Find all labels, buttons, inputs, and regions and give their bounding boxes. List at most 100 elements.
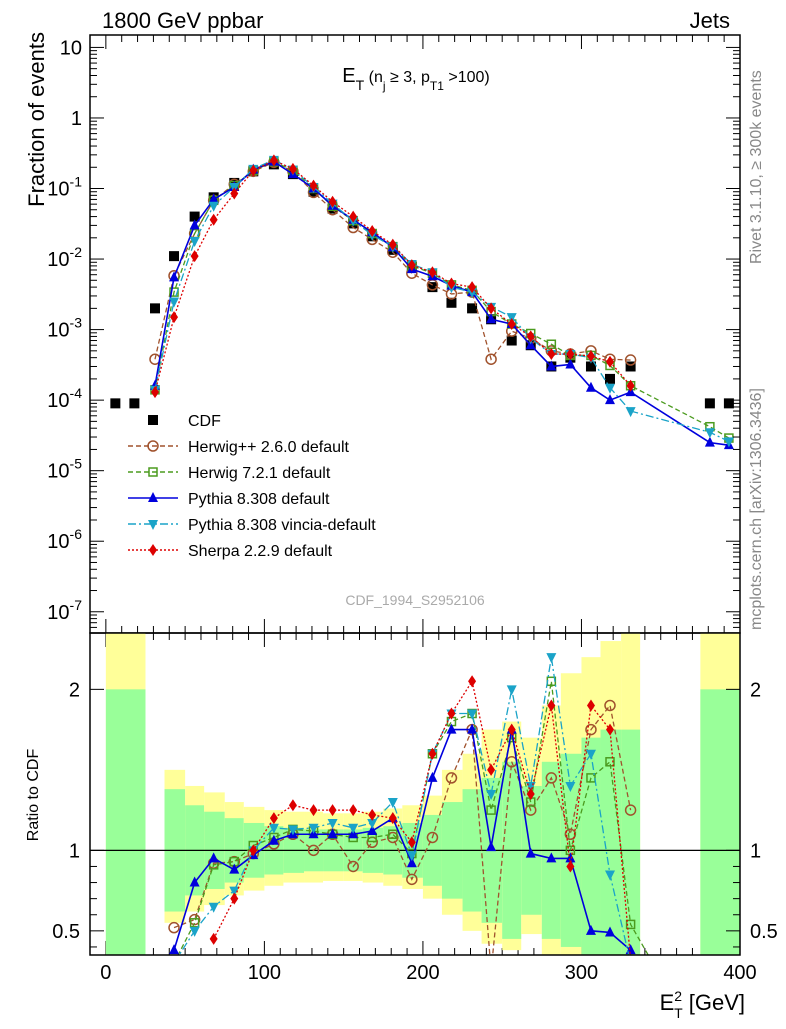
ratio-point	[189, 918, 200, 928]
data-point	[170, 311, 179, 324]
side-label-top: Rivet 3.1.10, ≥ 300k events	[748, 70, 765, 264]
ratio-point	[387, 798, 398, 809]
ratio-point	[546, 852, 557, 863]
data-point	[625, 361, 636, 372]
data-point	[506, 335, 517, 346]
series-pythia-8-308-default	[150, 155, 734, 450]
ratio-frame	[89, 632, 741, 956]
legend-entry: Pythia 8.308 default	[128, 491, 330, 508]
data-point	[190, 250, 199, 263]
data-point	[446, 297, 457, 308]
ratio-point	[406, 873, 418, 886]
legend-label: Herwig 7.2.1 default	[188, 465, 331, 482]
ratio-point	[189, 926, 200, 937]
x-tick-label: 200	[406, 962, 439, 984]
data-point	[189, 237, 200, 248]
ratio-point	[288, 799, 297, 812]
y-tick-label: 10-1	[47, 174, 82, 201]
ratio-y-tick-label-right: 0.5	[750, 921, 778, 943]
title-open: (n	[364, 69, 383, 86]
legend-marker	[148, 492, 158, 502]
y-tick-label: 10-3	[47, 315, 82, 342]
legend-entry: Herwig++ 2.6.0 default	[128, 439, 350, 456]
side-label-bottom: mcplots.cern.ch [arXiv:1306.3436]	[748, 388, 765, 630]
data-point	[468, 281, 477, 294]
ratio-point	[249, 844, 258, 857]
ratio-point	[585, 924, 596, 935]
legend-marker	[148, 520, 158, 530]
ratio-point	[189, 876, 200, 887]
legend-label: Sherpa 2.2.9 default	[188, 543, 333, 560]
data-point	[328, 195, 337, 208]
ratio-point	[486, 805, 496, 815]
data-point	[249, 164, 258, 177]
ratio-point	[307, 844, 320, 857]
ratio-point	[525, 847, 536, 858]
data-point	[447, 277, 456, 290]
ratio-point	[387, 831, 399, 844]
ratio-sherpa-2-2-9-default	[209, 675, 632, 955]
data-point	[428, 266, 437, 279]
data-point	[288, 162, 297, 175]
data-point	[547, 348, 556, 361]
data-point	[605, 383, 615, 394]
series-line	[154, 160, 730, 439]
legend-marker	[149, 544, 157, 556]
ratio-point	[168, 921, 180, 934]
ratio-point	[169, 959, 179, 969]
ratio-point	[229, 886, 240, 897]
ratio-point	[208, 902, 219, 913]
ratio-point	[209, 932, 218, 945]
ratio-point	[625, 919, 636, 930]
ratio-point	[486, 790, 497, 800]
ratio-point	[388, 829, 398, 839]
data-point	[704, 398, 715, 409]
ratio-point	[229, 863, 240, 874]
ratio-point	[487, 763, 496, 776]
title-close: >100)	[444, 69, 490, 86]
ratio-point	[349, 804, 358, 817]
ratio-point	[327, 818, 338, 829]
series-sherpa-2-2-9-default	[151, 154, 635, 399]
data-point	[427, 282, 438, 293]
ratio-point	[586, 773, 596, 783]
ratio-point	[649, 959, 657, 967]
data-point	[605, 394, 615, 405]
xlabel-sup: 2	[674, 988, 682, 1004]
ratio-point	[308, 823, 319, 834]
ratio-point	[327, 828, 338, 839]
data-point	[129, 398, 140, 409]
ratio-point	[506, 685, 517, 696]
ratio-point	[606, 723, 614, 736]
series-herwig-2-6-0-default	[149, 156, 637, 366]
ratio-point	[566, 860, 575, 873]
legend: CDF Herwig++ 2.6.0 default Herwig 7.2.1 de…	[128, 413, 376, 560]
legend-label: Pythia 8.308 default	[188, 491, 330, 508]
ratio-point	[208, 852, 219, 863]
stat-band	[700, 689, 740, 955]
xlabel-unit: [GeV]	[683, 990, 745, 1015]
legend-marker	[147, 440, 159, 452]
ratio-y-tick-label-right: 1	[750, 840, 761, 862]
data-point	[723, 398, 734, 409]
data-point	[704, 428, 715, 439]
data-point	[209, 213, 218, 226]
data-point	[407, 259, 416, 272]
data-point	[309, 179, 318, 192]
y-axis-label-main: Fraction of events	[24, 32, 49, 207]
ratio-point	[446, 723, 457, 734]
legend-marker	[148, 467, 158, 477]
ratio-point	[406, 851, 417, 862]
data-point	[349, 210, 358, 223]
ratio-point	[328, 804, 337, 817]
y-axis-label-ratio: Ratio to CDF	[25, 749, 42, 842]
data-point	[169, 287, 179, 297]
data-point	[606, 355, 614, 368]
data-point	[624, 354, 637, 366]
ratio-point	[605, 926, 615, 937]
x-tick-label: 0	[100, 962, 111, 984]
ratio-y-tick-label-right: 2	[750, 679, 761, 701]
legend-entry: Sherpa 2.2.9 default	[128, 543, 333, 560]
uncertainty-bands	[105, 633, 740, 955]
